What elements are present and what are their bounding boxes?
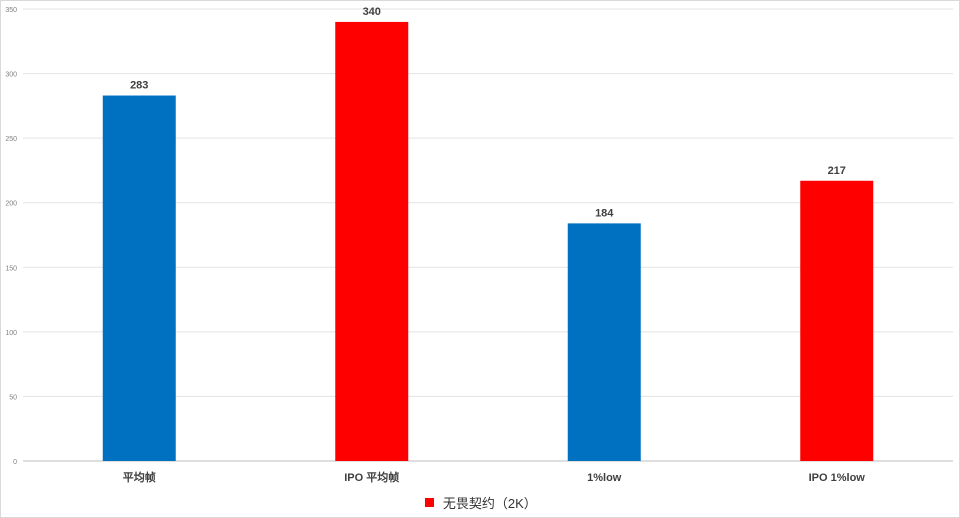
x-tick-label: 1%low	[587, 472, 622, 484]
bar	[102, 95, 176, 462]
chart-legend: 无畏契约（2K）	[1, 493, 960, 512]
x-tick-label: IPO 平均帧	[344, 470, 399, 484]
y-tick-label: 0	[13, 459, 17, 466]
legend-label: 无畏契约（2K）	[442, 496, 537, 511]
chart-canvas: 0 50 100 150 200 250 300 350 283 平均帧 340 IPO 平均帧 184…	[5, 6, 953, 484]
legend-swatch	[425, 498, 435, 507]
y-tick-label: 350	[5, 7, 17, 14]
data-label: 340	[363, 6, 381, 18]
data-label: 217	[828, 165, 846, 177]
bar	[335, 21, 409, 462]
y-tick-label: 150	[5, 265, 17, 272]
x-tick-label: IPO 1%low	[809, 472, 866, 484]
bar	[567, 223, 641, 461]
data-label: 184	[595, 207, 614, 219]
y-tick-label: 100	[5, 330, 17, 337]
y-tick-label: 300	[5, 72, 17, 79]
data-label: 283	[130, 80, 148, 92]
bar	[800, 180, 874, 461]
y-tick-label: 50	[9, 394, 17, 401]
y-tick-label: 250	[5, 136, 17, 143]
y-tick-label: 200	[5, 201, 17, 208]
x-tick-label: 平均帧	[123, 470, 156, 484]
